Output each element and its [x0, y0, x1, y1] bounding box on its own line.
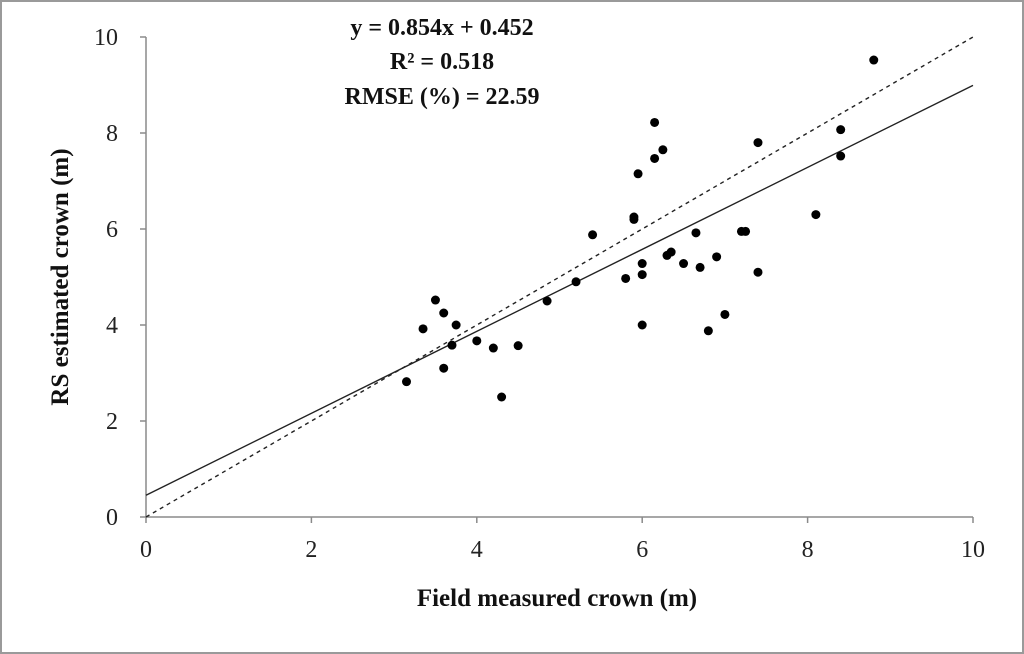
- data-points: [402, 55, 879, 402]
- data-point: [488, 343, 498, 353]
- data-point: [588, 230, 598, 240]
- data-point: [703, 326, 713, 336]
- y-axis-title: RS estimated crown (m): [47, 148, 74, 405]
- data-point: [658, 145, 668, 155]
- data-point: [451, 320, 461, 330]
- rmse-label: RMSE (%) = 22.59: [345, 84, 540, 110]
- x-tick-label: 6: [636, 537, 648, 563]
- data-point: [650, 117, 660, 127]
- data-point: [691, 228, 701, 238]
- data-point: [836, 125, 846, 135]
- x-tick-label: 0: [140, 537, 152, 563]
- data-point: [869, 55, 879, 65]
- data-point: [695, 262, 705, 272]
- data-point: [402, 377, 412, 387]
- data-point: [712, 252, 722, 262]
- data-point: [637, 259, 647, 269]
- y-tick-label: 10: [94, 25, 118, 51]
- trend-lines: [145, 36, 974, 518]
- x-tick-label: 4: [471, 537, 483, 563]
- one-to-one-reference-line: [145, 36, 974, 518]
- data-point: [753, 267, 763, 277]
- x-tick-label: 10: [961, 537, 985, 563]
- x-tick-label: 2: [305, 537, 317, 563]
- data-point: [753, 138, 763, 148]
- data-point: [679, 259, 689, 269]
- r-squared-label: R² = 0.518: [390, 49, 494, 75]
- y-tick-label: 8: [106, 121, 118, 147]
- data-point: [418, 324, 428, 334]
- axes: 0 2 4 6 8 10 0 2 4 6 8 10: [94, 25, 985, 563]
- data-point: [472, 336, 482, 346]
- equation-label: y = 0.854x + 0.452: [350, 15, 533, 41]
- data-point: [621, 273, 631, 283]
- data-point: [836, 151, 846, 161]
- x-axis-title: Field measured crown (m): [417, 585, 697, 612]
- data-point: [439, 363, 449, 373]
- y-tick-label: 0: [106, 505, 118, 531]
- regression-line: [145, 84, 974, 496]
- data-point: [637, 270, 647, 280]
- y-tick-label: 2: [106, 409, 118, 435]
- y-tick-label: 4: [106, 313, 118, 339]
- data-point: [650, 153, 660, 163]
- data-point: [542, 296, 552, 306]
- data-point: [629, 212, 639, 222]
- data-point: [439, 308, 449, 318]
- data-point: [513, 341, 523, 351]
- data-point: [811, 210, 821, 220]
- data-point: [637, 320, 647, 330]
- y-tick-label: 6: [106, 217, 118, 243]
- data-point: [447, 340, 457, 350]
- data-point: [741, 226, 751, 236]
- data-point: [666, 247, 676, 257]
- data-point: [633, 169, 643, 179]
- data-point: [720, 309, 730, 319]
- data-point: [571, 277, 581, 287]
- data-point: [430, 295, 440, 305]
- data-point: [497, 392, 507, 402]
- x-tick-label: 8: [802, 537, 814, 563]
